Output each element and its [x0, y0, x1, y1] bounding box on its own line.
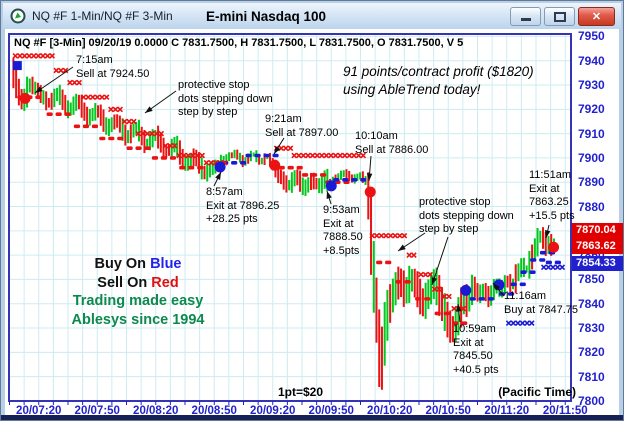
x-axis-label: 20/09:50: [308, 405, 354, 417]
annotation-exit-953: 9:53am Exit at 7888.50 +8.5pts: [323, 204, 363, 257]
chart-title: E-mini Nasdaq 100: [205, 8, 327, 24]
annotation-stop-note-1: protective stop dots stepping down step by…: [178, 79, 273, 118]
annotation-sell-715: 7:15am Sell at 7924.50: [76, 54, 150, 80]
x-axis-label: 20/07:20: [16, 405, 62, 417]
restore-button[interactable]: [544, 7, 575, 26]
y-axis-label: 7940: [578, 53, 605, 68]
x-axis-label: 20/10:50: [425, 405, 471, 417]
x-axis-label: 20/11:50: [542, 405, 588, 417]
restore-icon: [553, 11, 566, 22]
x-axis-label: 20/08:20: [133, 405, 179, 417]
y-axis-label: 7810: [578, 369, 605, 384]
timezone-note: (Pacific Time): [498, 385, 576, 399]
price-tag: 7870.04: [572, 222, 623, 239]
price-tag: 7863.62: [572, 238, 623, 254]
y-axis-label: 7890: [578, 175, 605, 190]
annotation-profit-note: 91 points/contract profit ($1820) using A…: [343, 64, 534, 97]
x-axis-label: 20/07:50: [74, 405, 120, 417]
annotation-buy-1116: 11:16am Buy at 7847.75: [504, 290, 579, 316]
promo-text-block: Buy On Blue Sell On Red Trading made easy A…: [71, 256, 205, 328]
y-axis-label: 7910: [578, 126, 605, 141]
x-axis-label: 20/10:20: [367, 405, 413, 417]
close-icon: ✕: [591, 11, 602, 23]
y-axis-label: 7830: [578, 321, 605, 336]
annotation-sell-1010: 10:10am Sell at 7886.00: [355, 130, 429, 156]
symbol-header: NQ #F [3-Min] 09/20/19 0.0000 C 7831.750…: [14, 37, 464, 49]
annotation-sell-921: 9:21am Sell at 7897.00: [265, 113, 339, 139]
y-axis-label: 7880: [578, 199, 605, 214]
annotation-exit-857: 8:57am Exit at 7896.25 +28.25 pts: [206, 186, 280, 225]
y-axis-label: 7950: [578, 29, 605, 44]
point-value-note: 1pt=$20: [278, 385, 324, 399]
annotation-stop-note-2: protective stop dots stepping down step by…: [419, 196, 514, 235]
close-button[interactable]: ✕: [578, 7, 615, 26]
y-axis-label: 7920: [578, 102, 605, 117]
y-axis-label: 7850: [578, 272, 605, 287]
window-title: NQ #F 1-Min/NQ #F 3-Min: [32, 9, 173, 23]
minimize-button[interactable]: [510, 7, 541, 26]
annotation-exit-1059: 10:59am Exit at 7845.50 +40.5 pts: [453, 323, 499, 376]
y-axis-label: 7900: [578, 150, 605, 165]
y-axis-label: 7800: [578, 393, 605, 408]
y-axis-label: 7840: [578, 296, 605, 311]
x-axis-label: 20/08:50: [191, 405, 237, 417]
x-axis-label: 20/11:20: [484, 405, 530, 417]
y-axis-label: 7930: [578, 78, 605, 93]
app-icon: [10, 8, 26, 24]
title-bar[interactable]: NQ #F 1-Min/NQ #F 3-Min E-mini Nasdaq 10…: [3, 3, 621, 29]
minimize-icon: [520, 18, 531, 21]
price-tag: 7854.33: [572, 255, 623, 272]
annotation-exit-1151: 11:51am Exit at 7863.25 +15.5 pts: [529, 169, 575, 222]
x-axis-label: 20/09:20: [250, 405, 296, 417]
y-axis-label: 7820: [578, 345, 605, 360]
background-window-edge: [1, 415, 623, 420]
window-controls: ✕: [510, 7, 615, 26]
